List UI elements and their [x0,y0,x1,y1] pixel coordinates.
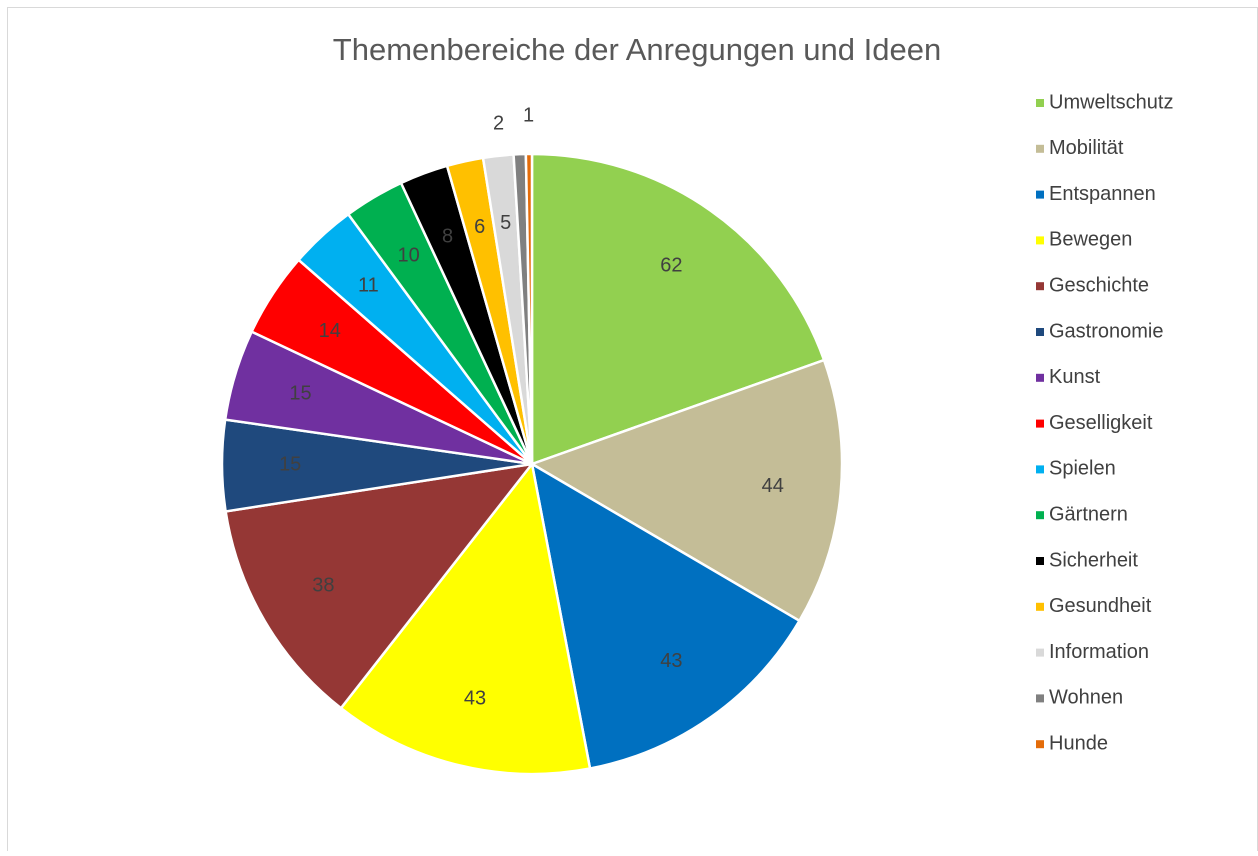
data-label: 1 [523,104,534,126]
legend-label: Gastronomie [1049,320,1164,342]
pie-slice [524,152,534,465]
data-label: 2 [493,113,504,135]
data-label: 15 [289,383,311,405]
data-label: 43 [464,687,486,709]
legend-label: Hunde [1049,732,1108,754]
legend-label: Umweltschutz [1049,91,1173,113]
legend-label: Sicherheit [1049,549,1138,571]
legend-label: Entspannen [1049,183,1156,205]
pie-slice [530,152,826,466]
legend-swatch [1036,236,1044,245]
data-label: 38 [312,575,334,597]
legend-label: Geschichte [1049,274,1149,296]
legend-swatch [1036,144,1044,153]
legend-label: Information [1049,641,1149,663]
chart-title: Themenbereiche der Anregungen und Ideen [333,32,941,67]
legend-label: Gärtnern [1049,503,1128,525]
data-label: 62 [660,255,682,277]
legend-swatch [1036,99,1044,107]
data-label: 14 [319,320,341,342]
legend-swatch [1036,465,1044,474]
legend-label: Spielen [1049,458,1116,480]
data-label: 8 [442,226,453,248]
legend-swatch [1036,282,1044,291]
legend-swatch [1036,511,1044,520]
legend-label: Wohnen [1049,687,1123,709]
data-label: 10 [398,244,420,266]
data-label: 5 [500,212,511,234]
legend-swatch [1036,190,1044,199]
data-label: 6 [474,216,485,238]
legend-swatch [1036,602,1044,611]
legend-label: Mobilität [1049,137,1124,159]
legend-label: Bewegen [1049,229,1132,251]
legend-swatch [1036,694,1044,703]
legend-swatch [1036,648,1044,657]
legend-swatch [1036,328,1044,336]
legend-swatch [1036,419,1044,428]
data-label: 43 [660,650,682,672]
legend-swatch [1036,740,1044,749]
data-label: 15 [279,453,301,475]
legend-label: Kunst [1049,366,1101,388]
legend-swatch [1036,373,1044,382]
pie-slice [529,358,844,623]
pie-slice [530,461,802,770]
legend-label: Geselligkeit [1049,412,1153,434]
data-label: 11 [358,274,379,296]
pie-slice [224,462,535,710]
pie-slice [339,461,592,776]
data-label: 44 [762,475,784,497]
legend-swatch [1036,557,1044,565]
legend-label: Gesundheit [1049,595,1152,617]
